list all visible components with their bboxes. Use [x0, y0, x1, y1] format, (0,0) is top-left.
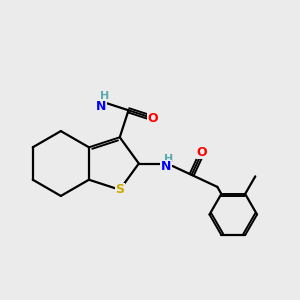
Text: S: S — [115, 183, 124, 196]
Text: O: O — [197, 146, 208, 159]
Text: H: H — [100, 92, 109, 101]
Text: H: H — [164, 154, 173, 164]
Text: O: O — [148, 112, 158, 125]
Text: N: N — [96, 100, 106, 113]
Text: N: N — [160, 160, 171, 173]
